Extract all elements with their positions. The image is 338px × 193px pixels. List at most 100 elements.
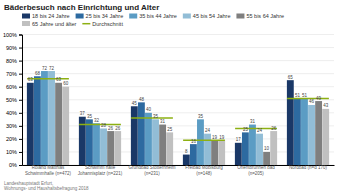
text-line: Wohnungs- und Haushaltsbefragung 2018 <box>4 186 89 191</box>
y-tick: 50% <box>6 97 22 103</box>
legend-label: 45 bis 54 Jahre <box>193 13 231 19</box>
y-tick-label: 80% <box>6 58 17 64</box>
bar <box>62 87 69 165</box>
bar <box>48 71 55 165</box>
text-line: Grundbad Stotternheim <box>129 165 176 170</box>
bar <box>256 134 263 165</box>
data-label: 35 <box>153 114 159 119</box>
text-line: Freibad Möbisburg <box>185 165 223 170</box>
data-label: 63 <box>56 77 62 82</box>
bar <box>294 98 301 165</box>
data-label: 25 <box>243 127 249 132</box>
legend-swatch <box>22 21 30 26</box>
y-tick-label: 30% <box>6 123 17 129</box>
data-label: 16 <box>191 139 197 144</box>
legend-label: 18 bis 24 Jahre <box>32 13 70 19</box>
legend-label: 65 Jahre und älter <box>32 21 77 27</box>
y-tick: 100% <box>3 32 22 38</box>
average-line <box>131 117 173 119</box>
x-tick-label: Grundbad Stotternheim(n=231) <box>129 165 176 176</box>
bar <box>249 125 256 165</box>
plot: 0%10%20%30%40%50%60%70%80%90%100%6337458… <box>3 32 335 176</box>
legend-swatch <box>183 14 191 19</box>
title: Bäderbesuch nach Einrichtung und Alter <box>4 3 159 12</box>
bar <box>190 144 197 165</box>
legend-item: 55 bis 64 Jahre <box>236 13 284 19</box>
y-tick-mark <box>19 48 22 49</box>
bar <box>93 123 100 165</box>
data-labels: 6337458176568354816255172324035315172283… <box>28 66 329 155</box>
legend-swatch <box>129 14 137 19</box>
y-tick: 90% <box>6 45 22 51</box>
data-label: 48 <box>139 97 145 102</box>
y-tick-mark <box>19 61 22 62</box>
data-label: 10 <box>264 146 270 151</box>
chart-container: Bäderbesuch nach Einrichtung und Alter18… <box>0 0 338 193</box>
bar <box>242 132 249 165</box>
bar <box>204 134 211 165</box>
data-label: 35 <box>198 114 204 119</box>
text-line: Roland Matthias <box>32 165 65 170</box>
legend-swatch <box>82 23 90 25</box>
legend-label: 25 bis 34 Jahre <box>86 13 124 19</box>
y-tick: 60% <box>6 84 22 90</box>
y-tick-mark <box>19 139 22 140</box>
data-label: 19 <box>212 135 218 140</box>
bar <box>287 80 294 165</box>
data-label: 65 <box>288 75 294 80</box>
legend-swatch <box>22 14 30 19</box>
x-tick-label: Freibad Möbisburg(n=148) <box>185 165 223 176</box>
x-tick: Roland MatthiasSchwimmhalle (n=472) <box>25 165 71 176</box>
y-tick: 70% <box>6 71 22 77</box>
bar <box>152 119 159 165</box>
legend-swatch <box>76 14 84 19</box>
legend-label: 55 bis 64 Jahre <box>246 13 284 19</box>
axis-domain <box>23 165 335 166</box>
data-label: 31 <box>250 119 256 124</box>
y-tick: 20% <box>6 136 22 142</box>
legend-label: 35 bis 44 Jahre <box>139 13 177 19</box>
x-tick-label: Schwimm halleJohannisplatz (n=221) <box>78 165 123 176</box>
y-tick-label: 70% <box>6 71 17 77</box>
data-label: 40 <box>146 107 152 112</box>
y-tick-mark <box>19 126 22 127</box>
x-tick: Nordbad (n=d 170) <box>289 165 327 170</box>
legend-item: Durchschnitt <box>82 21 123 27</box>
text-line: Landeshauptstadt Erfurt, <box>4 181 53 186</box>
y-tick: 30% <box>6 123 22 129</box>
data-label: 8 <box>185 149 188 154</box>
x-tick-label: Orientbrunnen bad(n=205) <box>237 165 275 176</box>
chart: Bäderbesuch nach Einrichtung und Alter18… <box>0 0 338 193</box>
y-tick-label: 0% <box>9 162 17 168</box>
data-label: 72 <box>49 66 55 71</box>
bar <box>27 83 34 165</box>
data-label: 51 <box>295 93 301 98</box>
bar <box>315 101 322 165</box>
bar <box>138 102 145 165</box>
bar <box>100 128 107 165</box>
data-label: 28 <box>101 123 107 128</box>
data-label: 72 <box>42 66 48 71</box>
legend-item: 25 bis 34 Jahre <box>76 13 124 19</box>
bar <box>183 155 190 165</box>
data-label: 26 <box>115 126 121 131</box>
bar <box>145 113 152 165</box>
y-tick-label: 50% <box>6 97 17 103</box>
data-label: 32 <box>94 118 100 123</box>
data-label: 46 <box>309 99 315 104</box>
legend: 18 bis 24 Jahre 25 bis 34 Jahre 35 bis 44 … <box>22 13 284 27</box>
bar <box>107 131 114 165</box>
legend-item: 45 bis 54 Jahre <box>183 13 231 19</box>
data-label: 31 <box>160 119 166 124</box>
y-tick-label: 20% <box>6 136 17 142</box>
text-line: (n=148) <box>196 171 212 176</box>
bar <box>218 140 225 165</box>
marks <box>27 71 329 165</box>
y-tick: 0% <box>9 162 22 168</box>
grid <box>22 35 334 166</box>
bar <box>211 140 218 165</box>
y-tick-label: 40% <box>6 110 17 116</box>
x-tick: Grundbad Stotternheim(n=231) <box>129 165 176 176</box>
bar <box>322 109 329 165</box>
data-label: 26 <box>108 126 114 131</box>
